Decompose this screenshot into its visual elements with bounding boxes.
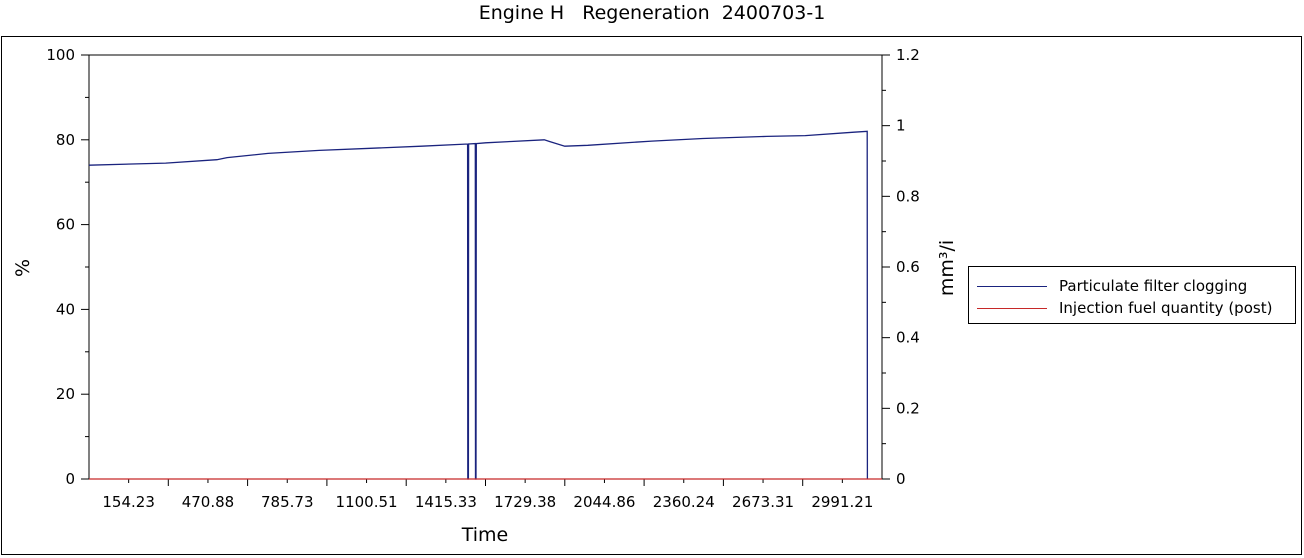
legend-swatch-injection — [977, 307, 1047, 309]
left-y-tick-label: 80 — [56, 131, 75, 149]
right-y-tick-label: 1 — [896, 117, 906, 135]
right-y-tick-label: 0.2 — [896, 399, 920, 417]
right-y-axis-label: mm³/i — [936, 240, 958, 296]
left-y-axis-label: % — [12, 259, 34, 277]
left-y-tick-label: 100 — [46, 46, 75, 64]
x-tick-label: 1729.38 — [494, 493, 556, 511]
legend: Particulate filter clogging Injection fu… — [968, 266, 1296, 324]
left-y-tick-label: 60 — [56, 216, 75, 234]
chart-title: Engine H Regeneration 2400703-1 — [478, 2, 826, 24]
right-y-tick-label: 0 — [896, 470, 906, 488]
legend-item-clogging: Particulate filter clogging — [977, 275, 1247, 297]
legend-label-injection: Injection fuel quantity (post) — [1059, 299, 1273, 317]
left-y-tick-label: 0 — [65, 470, 75, 488]
series-line-particulate-filter-clogging — [88, 130, 869, 480]
x-tick-label: 154.23 — [102, 493, 155, 511]
x-tick-label: 1100.51 — [336, 493, 398, 511]
x-axis-ticks: 154.23 470.88 785.73 1100.51 1415.33 1729.38 2… — [102, 479, 873, 511]
left-y-tick-label: 20 — [56, 385, 75, 403]
x-tick-label: 2360.24 — [653, 493, 715, 511]
x-tick-label: 1415.33 — [415, 493, 477, 511]
legend-label-clogging: Particulate filter clogging — [1059, 277, 1248, 295]
x-axis-label: Time — [461, 524, 509, 546]
right-y-tick-label: 1.2 — [896, 46, 920, 64]
series-lines — [88, 130, 882, 480]
x-tick-label: 2044.86 — [573, 493, 635, 511]
right-y-tick-label: 0.6 — [896, 258, 920, 276]
left-y-axis-ticks: 0 20 40 60 80 100 — [46, 46, 89, 488]
right-y-tick-label: 0.8 — [896, 187, 920, 205]
x-tick-label: 2673.31 — [732, 493, 794, 511]
x-tick-label: 470.88 — [182, 493, 235, 511]
right-y-axis-ticks: 0 0.2 0.4 0.6 0.8 1 1.2 — [882, 46, 920, 488]
legend-item-injection: Injection fuel quantity (post) — [977, 297, 1272, 319]
x-tick-label: 785.73 — [261, 493, 314, 511]
left-y-tick-label: 40 — [56, 300, 75, 318]
legend-swatch-clogging — [977, 285, 1047, 287]
x-tick-label: 2991.21 — [811, 493, 873, 511]
plot-area-border — [88, 54, 883, 480]
chart-frame — [1, 36, 1302, 555]
right-y-tick-label: 0.4 — [896, 329, 920, 347]
